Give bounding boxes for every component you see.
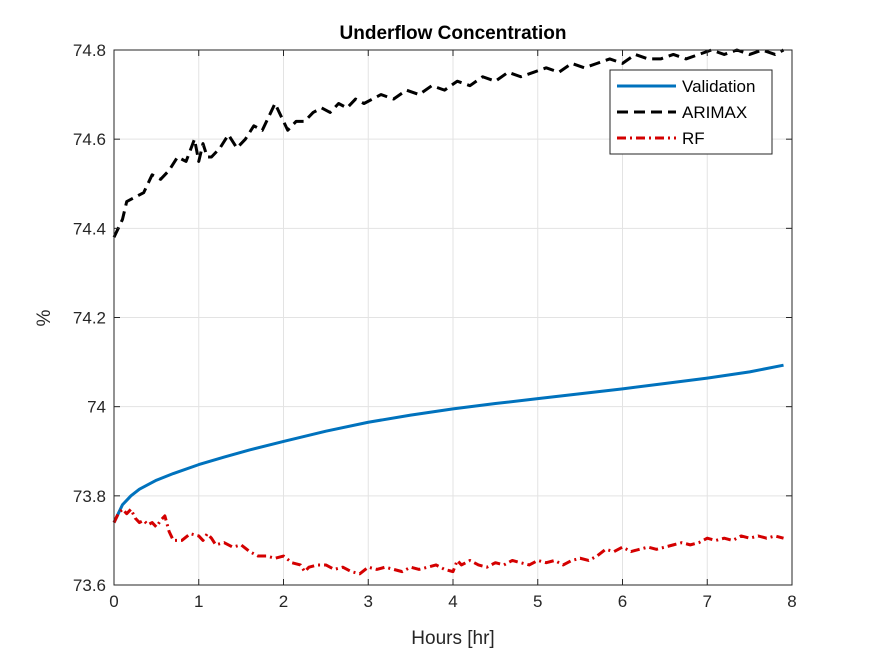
y-tick-label: 74.4: [73, 219, 106, 238]
x-tick-label: 8: [787, 592, 796, 611]
y-axis-label: %: [34, 309, 55, 326]
y-tick-label: 73.6: [73, 576, 106, 595]
legend: Validation ARIMAX RF: [609, 69, 773, 155]
x-tick-label: 7: [703, 592, 712, 611]
x-tick-label: 6: [618, 592, 627, 611]
x-tick-label: 2: [279, 592, 288, 611]
legend-label-validation: Validation: [682, 77, 755, 96]
legend-label-arimax: ARIMAX: [682, 103, 747, 122]
x-tick-label: 0: [109, 592, 118, 611]
series-layer: [112, 48, 785, 576]
x-tick-label: 5: [533, 592, 542, 611]
x-tick-label: 4: [448, 592, 457, 611]
series-line-rf: [112, 507, 784, 576]
x-tick-label: 1: [194, 592, 203, 611]
series-line-arimax: [112, 48, 785, 238]
y-tick-label: 74.2: [73, 309, 106, 328]
y-axis: 73.6 73.8 74 74.2 74.4 74.6 74.8: [73, 41, 792, 595]
y-tick-label: 73.8: [73, 487, 106, 506]
y-tick-label: 74.6: [73, 130, 106, 149]
chart-title: Underflow Concentration: [340, 23, 567, 44]
legend-label-rf: RF: [682, 129, 705, 148]
series-line-validation: [112, 363, 784, 524]
y-tick-label: 74.8: [73, 41, 106, 60]
x-tick-label: 3: [364, 592, 373, 611]
x-axis: 0 1 2 3 4 5 6 7 8: [109, 50, 797, 611]
x-axis-label: Hours [hr]: [411, 628, 494, 649]
y-tick-label: 74: [87, 398, 106, 417]
